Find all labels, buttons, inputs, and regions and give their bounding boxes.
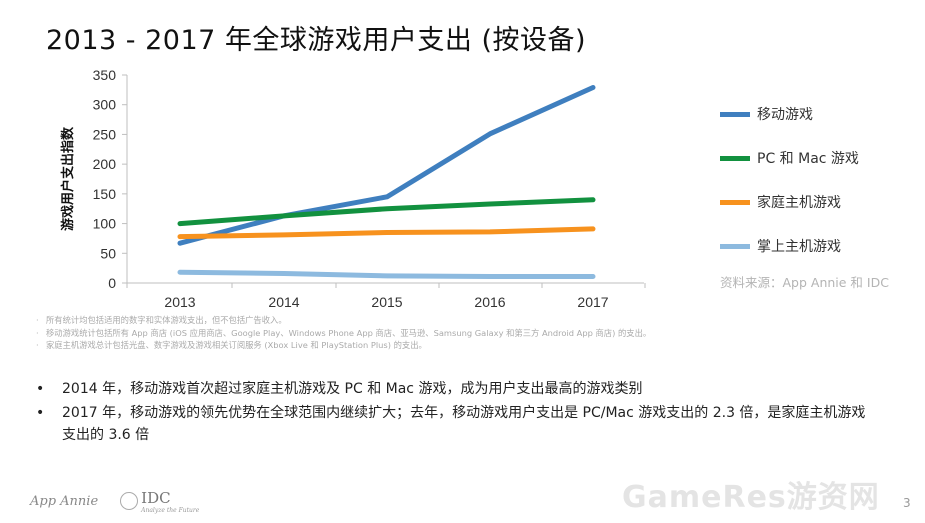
y-tick-label: 300 bbox=[93, 97, 117, 113]
x-tick-label: 2015 bbox=[371, 294, 402, 310]
series-line-2 bbox=[177, 226, 596, 240]
page-number: 3 bbox=[903, 496, 911, 510]
y-tick-label: 200 bbox=[93, 156, 117, 172]
bullet-item: • 2014 年，移动游戏首次超过家庭主机游戏及 PC 和 Mac 游戏，成为用… bbox=[36, 378, 876, 400]
idc-logo-text: IDC bbox=[141, 489, 171, 507]
source-note: 资料来源：App Annie 和 IDC bbox=[720, 275, 889, 290]
globe-icon bbox=[120, 492, 139, 510]
legend-swatch-mobile bbox=[720, 111, 750, 117]
legend-swatch-console bbox=[720, 199, 750, 205]
slide-title: 2013 - 2017 年全球游戏用户支出 (按设备) bbox=[46, 25, 587, 56]
legend-item-pc-mac: PC 和 Mac 游戏 bbox=[720, 136, 859, 180]
legend-item-mobile: 移动游戏 bbox=[720, 92, 859, 136]
series-line-1 bbox=[177, 197, 596, 227]
y-axis-title: 游戏用户支出指数 bbox=[60, 126, 76, 231]
chart-legend: 移动游戏 PC 和 Mac 游戏 家庭主机游戏 掌上主机游戏 bbox=[720, 92, 859, 268]
y-tick-label: 150 bbox=[93, 186, 117, 202]
idc-logo: IDC Analyze the Future bbox=[120, 488, 199, 514]
x-tick-label: 2013 bbox=[164, 294, 195, 310]
y-tick-label: 250 bbox=[93, 126, 117, 142]
y-tick-label: 100 bbox=[93, 216, 117, 232]
legend-swatch-handheld bbox=[720, 243, 750, 249]
footnote: 移动游戏统计包括所有 App 商店 (iOS 应用商店、Google Play、… bbox=[36, 327, 651, 340]
y-tick-label: 350 bbox=[93, 67, 117, 83]
legend-label-handheld: 掌上主机游戏 bbox=[757, 239, 841, 255]
footnote: 所有统计均包括适用的数字和实体游戏支出，但不包括广告收入。 bbox=[36, 314, 651, 327]
idc-tagline: Analyze the Future bbox=[141, 507, 200, 514]
legend-swatch-pc-mac bbox=[720, 155, 750, 161]
app-annie-logo: App Annie bbox=[30, 493, 99, 509]
x-tick-label: 2014 bbox=[268, 294, 299, 310]
bullet-marker: • bbox=[36, 405, 45, 421]
bullet-item: • 2017 年，移动游戏的领先优势在全球范围内继续扩大；去年，移动游戏用户支出… bbox=[36, 402, 876, 446]
bullet-marker: • bbox=[36, 381, 45, 397]
footnotes: 所有统计均包括适用的数字和实体游戏支出，但不包括广告收入。 移动游戏统计包括所有… bbox=[36, 314, 651, 352]
y-tick-label: 50 bbox=[100, 245, 116, 261]
series-line-3 bbox=[177, 269, 596, 279]
x-tick-label: 2017 bbox=[577, 294, 608, 310]
legend-item-console: 家庭主机游戏 bbox=[720, 180, 859, 224]
x-tick-label: 2016 bbox=[474, 294, 505, 310]
bullet-text: 2017 年，移动游戏的领先优势在全球范围内继续扩大；去年，移动游戏用户支出是 … bbox=[62, 405, 866, 443]
legend-label-console: 家庭主机游戏 bbox=[757, 195, 841, 211]
footer-logos: App Annie IDC Analyze the Future bbox=[30, 488, 199, 515]
watermark: GameRes游资网 bbox=[622, 480, 880, 515]
series-line-0 bbox=[177, 84, 596, 246]
footnote: 家庭主机游戏总计包括光盘、数字游戏及游戏相关订阅服务 (Xbox Live 和 … bbox=[36, 339, 651, 352]
legend-label-pc-mac: PC 和 Mac 游戏 bbox=[757, 151, 859, 167]
y-tick-label: 0 bbox=[108, 275, 116, 291]
key-findings: • 2014 年，移动游戏首次超过家庭主机游戏及 PC 和 Mac 游戏，成为用… bbox=[36, 378, 876, 448]
legend-label-mobile: 移动游戏 bbox=[757, 107, 813, 123]
legend-item-handheld: 掌上主机游戏 bbox=[720, 224, 859, 268]
bullet-text: 2014 年，移动游戏首次超过家庭主机游戏及 PC 和 Mac 游戏，成为用户支… bbox=[62, 381, 643, 397]
